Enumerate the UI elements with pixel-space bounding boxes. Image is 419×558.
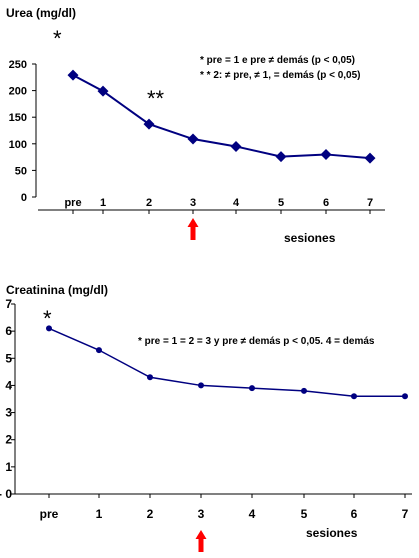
urea-x-tick-label: 6 <box>323 197 329 209</box>
urea-x-ticks: pre 1 2 3 4 5 6 7 <box>64 197 373 214</box>
creatinina-chart: Creatinina (mg/dl) * * pre = 1 = 2 = 3 y… <box>0 283 412 552</box>
creatinina-y-tick-label: - 0 <box>0 487 12 501</box>
urea-x-tick-label: 3 <box>190 197 196 209</box>
urea-note-line-2: * * 2: ≠ pre, ≠ 1, = demás (p < 0,05) <box>200 70 361 81</box>
urea-data-point <box>320 148 332 160</box>
urea-red-arrow-icon <box>187 218 199 240</box>
creatinina-data-point <box>147 374 153 381</box>
urea-y-tick-label: 0 <box>21 192 27 204</box>
creatinina-data-point <box>402 393 408 400</box>
urea-chart-title: Urea (mg/dl) <box>6 6 76 20</box>
urea-data-point <box>97 85 109 97</box>
urea-data-points <box>67 69 376 164</box>
urea-star-session-2: ** <box>147 86 165 111</box>
creatinina-x-tick-label: pre <box>40 507 59 521</box>
urea-note-line-1: * pre = 1 e pre ≠ demás (p < 0,05) <box>200 55 355 66</box>
urea-data-point <box>275 151 287 163</box>
urea-series-line <box>72 74 371 160</box>
creatinina-x-tick-label: 4 <box>249 507 256 521</box>
creatinina-x-tick-label: 2 <box>147 507 154 521</box>
urea-x-tick-label: pre <box>64 197 81 209</box>
creatinina-x-ticks: pre 1 2 3 4 5 6 7 <box>40 494 409 521</box>
creatinina-data-point <box>301 387 307 394</box>
creatinina-data-point <box>46 325 52 332</box>
creatinina-data-point <box>96 347 102 354</box>
urea-x-tick-label: 4 <box>233 197 240 209</box>
creatinina-y-ticks: - 0 1 2 3 4 5 6 7 <box>0 297 15 501</box>
creatinina-y-tick-label: 4 <box>5 378 12 392</box>
urea-x-axis-label: sesiones <box>284 231 336 245</box>
creatinina-note-line-1: * pre = 1 = 2 = 3 y pre ≠ demás p < 0,05… <box>138 336 375 347</box>
urea-data-point <box>230 140 242 152</box>
urea-x-tick-label: 2 <box>146 197 152 209</box>
creatinina-series-line <box>48 327 405 398</box>
creatinina-y-tick-label: 7 <box>5 297 12 311</box>
urea-star-pre: * <box>53 26 62 51</box>
urea-y-tick-label: 250 <box>9 59 27 71</box>
creatinina-data-points <box>46 325 408 400</box>
urea-x-tick-label: 5 <box>278 197 284 209</box>
creatinina-x-tick-label: 5 <box>301 507 308 521</box>
urea-y-tick-label: 200 <box>9 86 27 98</box>
creatinina-y-tick-label: 3 <box>5 406 12 420</box>
creatinina-data-point <box>249 385 255 392</box>
creatinina-chart-title: Creatinina (mg/dl) <box>6 283 108 297</box>
urea-chart: Urea (mg/dl) * ** * pre = 1 e pre ≠ demá… <box>6 6 385 245</box>
urea-red-arrow-shape <box>187 218 199 240</box>
creatinina-x-tick-label: 7 <box>402 507 409 521</box>
creatinina-data-point <box>351 393 357 400</box>
urea-y-tick-label: 150 <box>9 112 27 124</box>
creatinina-x-axis-label: sesiones <box>306 526 358 540</box>
creatinina-red-arrow-shape <box>195 530 207 552</box>
urea-data-point <box>143 118 155 130</box>
urea-y-tick-label: 50 <box>15 165 27 177</box>
urea-x-tick-label: 7 <box>367 197 373 209</box>
creatinina-star-pre: * <box>43 306 52 331</box>
urea-data-point <box>187 133 199 145</box>
urea-data-point <box>67 69 79 81</box>
creatinina-y-tick-label: 6 <box>5 324 12 338</box>
creatinina-x-tick-label: 3 <box>198 507 205 521</box>
creatinina-data-point <box>198 382 204 389</box>
urea-y-ticks: 0 50 100 150 200 250 <box>9 59 36 204</box>
urea-x-tick-label: 1 <box>100 197 106 209</box>
urea-y-tick-label: 100 <box>9 139 27 151</box>
creatinina-red-arrow-icon <box>195 530 207 552</box>
creatinina-y-tick-label: 2 <box>5 433 12 447</box>
creatinina-x-tick-label: 6 <box>351 507 358 521</box>
urea-data-point <box>364 152 376 164</box>
creatinina-y-tick-label: 1 <box>5 460 12 474</box>
creatinina-x-tick-label: 1 <box>96 507 103 521</box>
creatinina-y-tick-label: 5 <box>5 351 12 365</box>
